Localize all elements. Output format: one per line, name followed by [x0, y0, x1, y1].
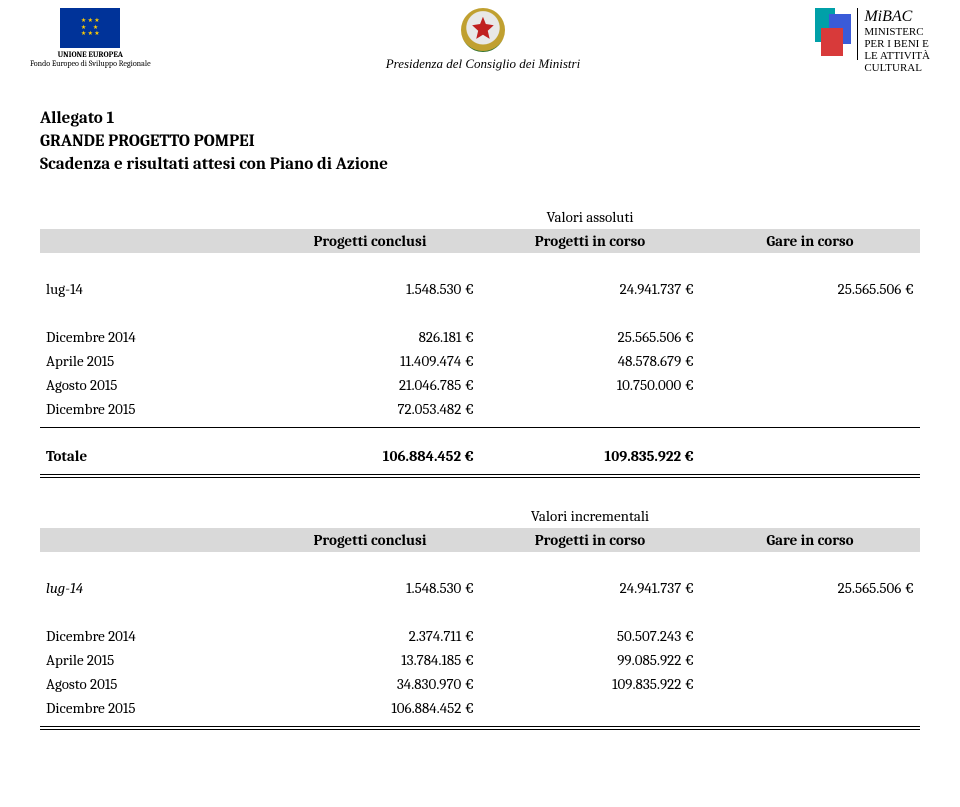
cell: 13.784.185 €: [260, 648, 480, 672]
cell: 25.565.506 €: [700, 277, 920, 301]
page-body: Allegato 1 GRANDE PROGETTO POMPEI Scaden…: [0, 78, 960, 750]
mibac-text: MiBAC MINISTERC PER I BENI E LE ATTIVITÀ…: [864, 8, 930, 74]
document-heading: Allegato 1 GRANDE PROGETTO POMPEI Scaden…: [40, 108, 920, 177]
mibac-logo-block: MiBAC MINISTERC PER I BENI E LE ATTIVITÀ…: [815, 8, 930, 74]
row-label: Dicembre 2014: [40, 624, 260, 648]
table2-superheader-row: Valori incrementali: [40, 504, 920, 528]
cell: 25.565.506 €: [480, 325, 700, 349]
table2-h2: Progetti in corso: [480, 528, 700, 552]
table2-h3: Gare in corso: [700, 528, 920, 552]
table1-total-row: Totale 106.884.452 € 109.835.922 €: [40, 444, 920, 468]
cell: 99.085.922 €: [480, 648, 700, 672]
table-valori-assoluti: Valori assoluti Progetti conclusi Proget…: [40, 205, 920, 478]
cell: 50.507.243 €: [480, 624, 700, 648]
cell: 21.046.785 €: [260, 373, 480, 397]
cell: 34.830.970 €: [260, 672, 480, 696]
table1-column-headers: Progetti conclusi Progetti in corso Gare…: [40, 229, 920, 253]
cell: [480, 696, 700, 720]
total-label: Totale: [40, 444, 260, 468]
row-label: lug-14: [40, 576, 260, 600]
cell: 25.565.506 €: [700, 576, 920, 600]
table1-superheader-row: Valori assoluti: [40, 205, 920, 229]
table-row: Agosto 2015 34.830.970 € 109.835.922 €: [40, 672, 920, 696]
table-row: Dicembre 2015 72.053.482 €: [40, 397, 920, 421]
table1-lug14-row: lug-14 1.548.530 € 24.941.737 € 25.565.5…: [40, 277, 920, 301]
row-label: Dicembre 2015: [40, 397, 260, 421]
table1-h3: Gare in corso: [700, 229, 920, 253]
eu-flag-icon: ★ ★ ★★ ★★ ★ ★: [60, 8, 120, 48]
mibac-line2: PER I BENI E: [864, 38, 930, 50]
table1-h2: Progetti in corso: [480, 229, 700, 253]
table-row: Aprile 2015 11.409.474 € 48.578.679 €: [40, 349, 920, 373]
cell: 24.941.737 €: [480, 277, 700, 301]
row-label: Agosto 2015: [40, 672, 260, 696]
mibac-line4: CULTURAL: [864, 62, 930, 74]
page-header: ★ ★ ★★ ★★ ★ ★ UNIONE EUROPEA Fondo Europ…: [0, 0, 960, 78]
table-row: Dicembre 2014 826.181 € 25.565.506 €: [40, 325, 920, 349]
row-label: lug-14: [40, 277, 260, 301]
mibac-brand: MiBAC: [864, 8, 930, 26]
cell: 826.181 €: [260, 325, 480, 349]
cell: 106.884.452 €: [260, 444, 480, 468]
cell: [480, 397, 700, 421]
row-label: Aprile 2015: [40, 349, 260, 373]
cell: 1.548.530 €: [260, 576, 480, 600]
cell: 109.835.922 €: [480, 672, 700, 696]
table2-column-headers: Progetti conclusi Progetti in corso Gare…: [40, 528, 920, 552]
table2-superheader: Valori incrementali: [260, 504, 920, 528]
eu-logo-block: ★ ★ ★★ ★★ ★ ★ UNIONE EUROPEA Fondo Europ…: [30, 8, 151, 69]
table-valori-incrementali: Valori incrementali Progetti conclusi Pr…: [40, 504, 920, 730]
mibac-line1: MINISTERC: [864, 26, 930, 38]
table-row: Aprile 2015 13.784.185 € 99.085.922 €: [40, 648, 920, 672]
republic-emblem-icon: [461, 8, 505, 52]
doc-title: GRANDE PROGETTO POMPEI: [40, 131, 920, 154]
center-emblem-block: Presidenza del Consiglio dei Ministri: [386, 8, 581, 72]
cell: 72.053.482 €: [260, 397, 480, 421]
cell: 109.835.922 €: [480, 444, 700, 468]
table-row: Agosto 2015 21.046.785 € 10.750.000 €: [40, 373, 920, 397]
row-label: Dicembre 2014: [40, 325, 260, 349]
allegato-label: Allegato 1: [40, 108, 920, 131]
table-row: Dicembre 2015 106.884.452 €: [40, 696, 920, 720]
cell: 1.548.530 €: [260, 277, 480, 301]
table1-h1: Progetti conclusi: [260, 229, 480, 253]
cell: 2.374.711 €: [260, 624, 480, 648]
cell: 11.409.474 €: [260, 349, 480, 373]
mibac-line3: LE ATTIVITÀ: [864, 50, 930, 62]
cell: 48.578.679 €: [480, 349, 700, 373]
table-row: Dicembre 2014 2.374.711 € 50.507.243 €: [40, 624, 920, 648]
row-label: Dicembre 2015: [40, 696, 260, 720]
table2-h1: Progetti conclusi: [260, 528, 480, 552]
cell: 24.941.737 €: [480, 576, 700, 600]
cell: 10.750.000 €: [480, 373, 700, 397]
center-caption: Presidenza del Consiglio dei Ministri: [386, 56, 581, 72]
eu-caption-line2: Fondo Europeo di Sviluppo Regionale: [30, 60, 151, 69]
mibac-mark-icon: [815, 8, 851, 56]
row-label: Aprile 2015: [40, 648, 260, 672]
cell: 106.884.452 €: [260, 696, 480, 720]
doc-subtitle: Scadenza e risultati attesi con Piano di…: [40, 154, 920, 177]
table2-lug14-row: lug-14 1.548.530 € 24.941.737 € 25.565.5…: [40, 576, 920, 600]
table1-superheader: Valori assoluti: [260, 205, 920, 229]
row-label: Agosto 2015: [40, 373, 260, 397]
